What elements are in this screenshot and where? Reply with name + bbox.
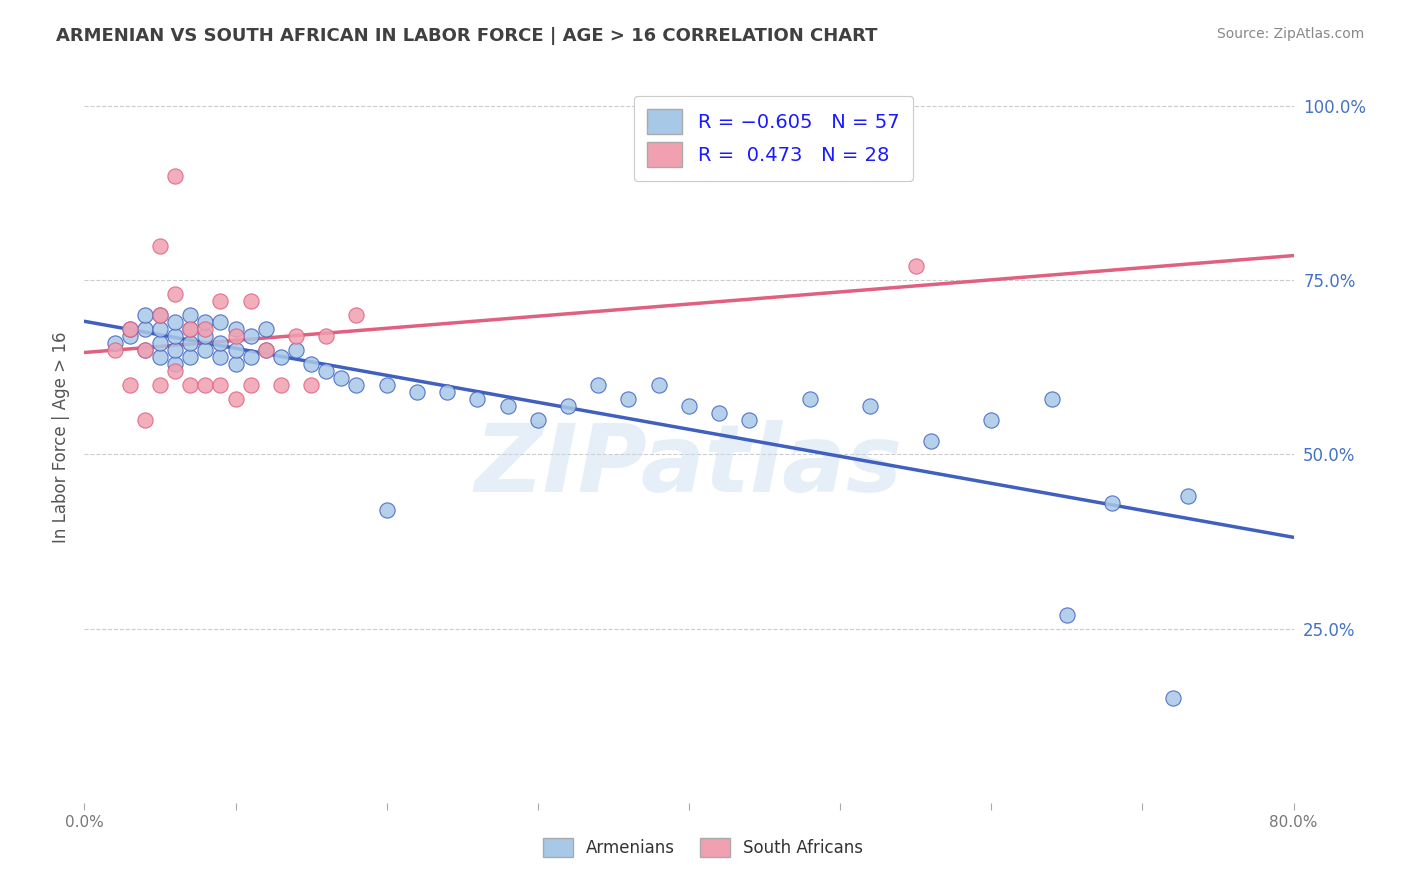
Point: [254, 343, 277, 357]
Point: [134, 322, 156, 336]
Point: [149, 322, 172, 336]
Point: [678, 399, 700, 413]
Point: [285, 329, 308, 343]
Point: [315, 364, 337, 378]
Point: [165, 357, 187, 371]
Point: [299, 357, 322, 371]
Point: [209, 350, 232, 364]
Point: [149, 336, 172, 351]
Point: [179, 322, 201, 336]
Point: [134, 412, 156, 426]
Text: ARMENIAN VS SOUTH AFRICAN IN LABOR FORCE | AGE > 16 CORRELATION CHART: ARMENIAN VS SOUTH AFRICAN IN LABOR FORCE…: [56, 27, 877, 45]
Point: [738, 412, 761, 426]
Point: [165, 315, 187, 329]
Point: [1161, 691, 1184, 706]
Legend: R = −0.605   N = 57, R =  0.473   N = 28: R = −0.605 N = 57, R = 0.473 N = 28: [634, 95, 914, 181]
Point: [239, 350, 262, 364]
Point: [1177, 489, 1199, 503]
Point: [118, 322, 141, 336]
Point: [104, 336, 127, 351]
Point: [239, 377, 262, 392]
Point: [1040, 392, 1063, 406]
Point: [209, 377, 232, 392]
Point: [904, 260, 927, 274]
Point: [239, 294, 262, 309]
Point: [209, 294, 232, 309]
Point: [179, 322, 201, 336]
Point: [134, 343, 156, 357]
Point: [118, 377, 141, 392]
Point: [225, 343, 247, 357]
Point: [285, 343, 308, 357]
Legend: Armenians, South Africans: Armenians, South Africans: [534, 830, 872, 866]
Point: [375, 503, 398, 517]
Point: [194, 322, 217, 336]
Point: [118, 322, 141, 336]
Point: [209, 315, 232, 329]
Point: [165, 343, 187, 357]
Point: [165, 169, 187, 183]
Point: [315, 329, 337, 343]
Point: [165, 287, 187, 301]
Point: [104, 343, 127, 357]
Point: [254, 343, 277, 357]
Point: [648, 377, 671, 392]
Point: [254, 322, 277, 336]
Point: [496, 399, 519, 413]
Point: [270, 377, 292, 392]
Point: [239, 329, 262, 343]
Point: [588, 377, 610, 392]
Point: [527, 412, 550, 426]
Point: [980, 412, 1002, 426]
Point: [346, 308, 368, 322]
Point: [436, 384, 458, 399]
Point: [557, 399, 579, 413]
Point: [920, 434, 942, 448]
Point: [149, 377, 172, 392]
Point: [270, 350, 292, 364]
Point: [330, 371, 353, 385]
Point: [225, 322, 247, 336]
Point: [179, 350, 201, 364]
Point: [799, 392, 821, 406]
Point: [179, 377, 201, 392]
Point: [149, 308, 172, 322]
Point: [709, 406, 731, 420]
Point: [194, 343, 217, 357]
Point: [299, 377, 322, 392]
Point: [406, 384, 429, 399]
Point: [179, 308, 201, 322]
Point: [149, 308, 172, 322]
Point: [617, 392, 640, 406]
Point: [225, 329, 247, 343]
Point: [165, 364, 187, 378]
Text: ZIPatlas: ZIPatlas: [475, 420, 903, 512]
Point: [225, 392, 247, 406]
Y-axis label: In Labor Force | Age > 16: In Labor Force | Age > 16: [52, 331, 70, 543]
Point: [209, 336, 232, 351]
Point: [467, 392, 489, 406]
Point: [118, 329, 141, 343]
Point: [179, 336, 201, 351]
Point: [375, 377, 398, 392]
Point: [859, 399, 882, 413]
Point: [346, 377, 368, 392]
Point: [194, 315, 217, 329]
Point: [134, 308, 156, 322]
Point: [149, 238, 172, 252]
Point: [194, 377, 217, 392]
Point: [165, 329, 187, 343]
Point: [134, 343, 156, 357]
Point: [1056, 607, 1078, 622]
Point: [194, 329, 217, 343]
Point: [149, 350, 172, 364]
Text: Source: ZipAtlas.com: Source: ZipAtlas.com: [1216, 27, 1364, 41]
Point: [1101, 496, 1123, 510]
Point: [225, 357, 247, 371]
